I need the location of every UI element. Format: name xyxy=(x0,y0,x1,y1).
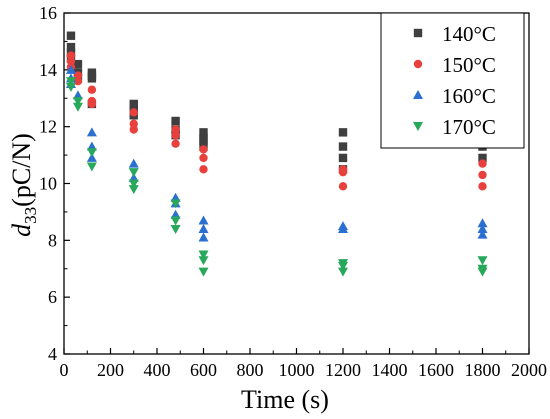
series-1 xyxy=(66,51,487,191)
y-axis-title-unit: (pC/N) xyxy=(7,133,36,207)
data-point xyxy=(73,59,83,69)
data-point xyxy=(199,145,208,154)
data-point xyxy=(478,153,487,163)
y-axis-title-symbol: d xyxy=(7,223,36,237)
data-point xyxy=(338,153,348,163)
data-point xyxy=(199,153,208,163)
data-point xyxy=(477,218,488,228)
legend-box xyxy=(380,12,525,149)
data-point xyxy=(338,128,348,137)
data-point xyxy=(87,85,97,94)
y-tick-label: 6 xyxy=(48,287,57,307)
legend-marker-1 xyxy=(413,59,423,69)
x-tick-label: 0 xyxy=(60,360,69,380)
data-point xyxy=(86,152,97,162)
data-point xyxy=(72,97,83,107)
legend-label-0: 140°C xyxy=(442,22,496,46)
data-point xyxy=(171,139,180,148)
data-point xyxy=(338,167,348,177)
data-point xyxy=(66,31,76,40)
data-point xyxy=(129,125,138,134)
data-point xyxy=(72,102,83,112)
data-point xyxy=(170,216,181,226)
data-point xyxy=(199,128,208,137)
data-point xyxy=(128,185,139,195)
legend-label-3: 170°C xyxy=(442,115,496,139)
legend: 140°C 150°C 160°C 170°C xyxy=(380,12,525,149)
x-tick-label: 1800 xyxy=(465,360,501,380)
data-points xyxy=(65,31,488,277)
data-point xyxy=(477,267,488,277)
data-point xyxy=(198,232,209,242)
y-axis-title: d33(pC/N) xyxy=(7,133,40,237)
data-point xyxy=(65,77,76,87)
data-point xyxy=(66,42,76,52)
data-point xyxy=(477,223,488,233)
data-point xyxy=(478,159,487,168)
y-tick-label: 10 xyxy=(39,174,57,194)
data-point xyxy=(170,199,181,209)
data-point xyxy=(128,168,139,178)
data-point xyxy=(171,116,180,126)
x-tick-label: 400 xyxy=(144,360,171,380)
data-point xyxy=(198,250,209,260)
data-point xyxy=(65,82,76,92)
data-point xyxy=(338,182,348,191)
data-point xyxy=(338,267,348,277)
data-point xyxy=(198,223,209,233)
y-tick-label: 4 xyxy=(48,344,57,364)
x-tick-label: 1000 xyxy=(279,360,315,380)
y-tick-label: 16 xyxy=(39,3,57,23)
data-point xyxy=(198,267,209,277)
x-axis-title: Time (s) xyxy=(241,385,329,414)
x-tick-label: 600 xyxy=(190,360,217,380)
data-point xyxy=(199,165,208,174)
data-point xyxy=(171,130,180,140)
data-point xyxy=(338,142,348,151)
data-point xyxy=(86,162,97,172)
data-point xyxy=(198,215,209,225)
x-tick-label: 1600 xyxy=(418,360,454,380)
data-point xyxy=(477,256,488,266)
y-tick-label: 8 xyxy=(48,230,57,250)
data-point xyxy=(128,179,139,189)
legend-marker-0 xyxy=(413,28,423,38)
data-point xyxy=(86,148,97,158)
data-point xyxy=(198,256,209,266)
y-axis-title-subscript: 33 xyxy=(21,207,40,224)
legend-marker-3 xyxy=(413,122,423,131)
legend-label-1: 150°C xyxy=(442,53,496,77)
data-point xyxy=(338,261,348,271)
x-tick-label: 2000 xyxy=(511,360,547,380)
data-point xyxy=(87,99,97,109)
x-axis-ticks: 0 200 400 600 800 1000 1200 1400 1600 1800 2000 xyxy=(60,348,547,380)
y-tick-label: 14 xyxy=(39,60,57,80)
data-point xyxy=(65,64,76,74)
data-point xyxy=(199,136,208,146)
data-point xyxy=(129,108,138,117)
data-point xyxy=(478,182,487,191)
y-tick-label: 12 xyxy=(39,117,57,137)
x-tick-label: 800 xyxy=(237,360,264,380)
y-axis-ticks: 4 6 8 10 12 14 16 xyxy=(39,3,70,364)
data-point xyxy=(478,170,487,180)
legend-marker-2 xyxy=(413,90,423,99)
series-3 xyxy=(65,77,488,277)
x-tick-label: 1400 xyxy=(372,360,408,380)
data-point xyxy=(338,223,348,233)
data-point xyxy=(86,127,97,137)
legend-label-2: 160°C xyxy=(442,84,496,108)
x-tick-label: 1200 xyxy=(325,360,361,380)
data-point xyxy=(477,229,488,239)
data-point xyxy=(87,74,97,83)
data-point xyxy=(170,224,181,234)
data-point xyxy=(128,158,139,168)
x-tick-label: 200 xyxy=(97,360,124,380)
data-point xyxy=(73,77,83,86)
